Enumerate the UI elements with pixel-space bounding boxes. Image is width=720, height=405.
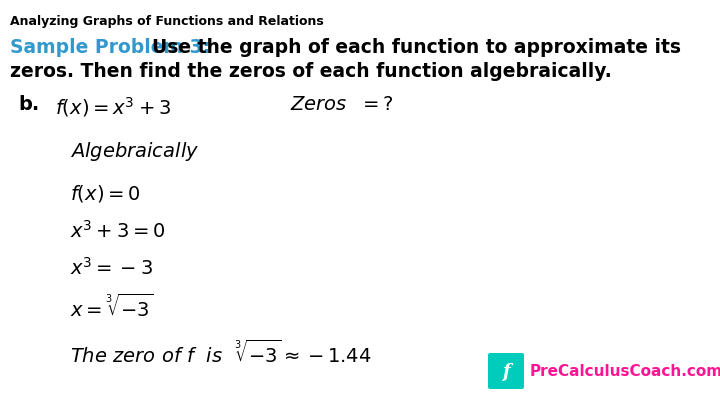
- Text: Analyzing Graphs of Functions and Relations: Analyzing Graphs of Functions and Relati…: [10, 15, 324, 28]
- Text: $\mathit{Zeros\ \ =?}$: $\mathit{Zeros\ \ =?}$: [290, 95, 394, 114]
- Text: $f(x) = 0$: $f(x) = 0$: [70, 183, 140, 204]
- Text: Sample Problem 3:: Sample Problem 3:: [10, 38, 210, 57]
- Text: $x = \sqrt[3]{-3}$: $x = \sqrt[3]{-3}$: [70, 294, 153, 321]
- Text: PreCalculusCoach.com: PreCalculusCoach.com: [530, 364, 720, 379]
- Text: $x^3 = -3$: $x^3 = -3$: [70, 257, 153, 279]
- Text: b.: b.: [18, 95, 40, 114]
- Text: $\mathit{Algebraically}$: $\mathit{Algebraically}$: [70, 140, 199, 163]
- Text: $\mathit{The\ zero\ of}\ f\ \ \mathit{is}\ \ \sqrt[3]{-3} \approx -1.44$: $\mathit{The\ zero\ of}\ f\ \ \mathit{is…: [70, 340, 372, 367]
- Text: Use the graph of each function to approximate its: Use the graph of each function to approx…: [152, 38, 681, 57]
- Text: f: f: [502, 363, 510, 381]
- FancyBboxPatch shape: [488, 353, 524, 389]
- Text: zeros. Then find the zeros of each function algebraically.: zeros. Then find the zeros of each funct…: [10, 62, 612, 81]
- Text: $f(x) = x^3 + 3$: $f(x) = x^3 + 3$: [55, 95, 171, 119]
- Text: $x^3 + 3 = 0$: $x^3 + 3 = 0$: [70, 220, 166, 242]
